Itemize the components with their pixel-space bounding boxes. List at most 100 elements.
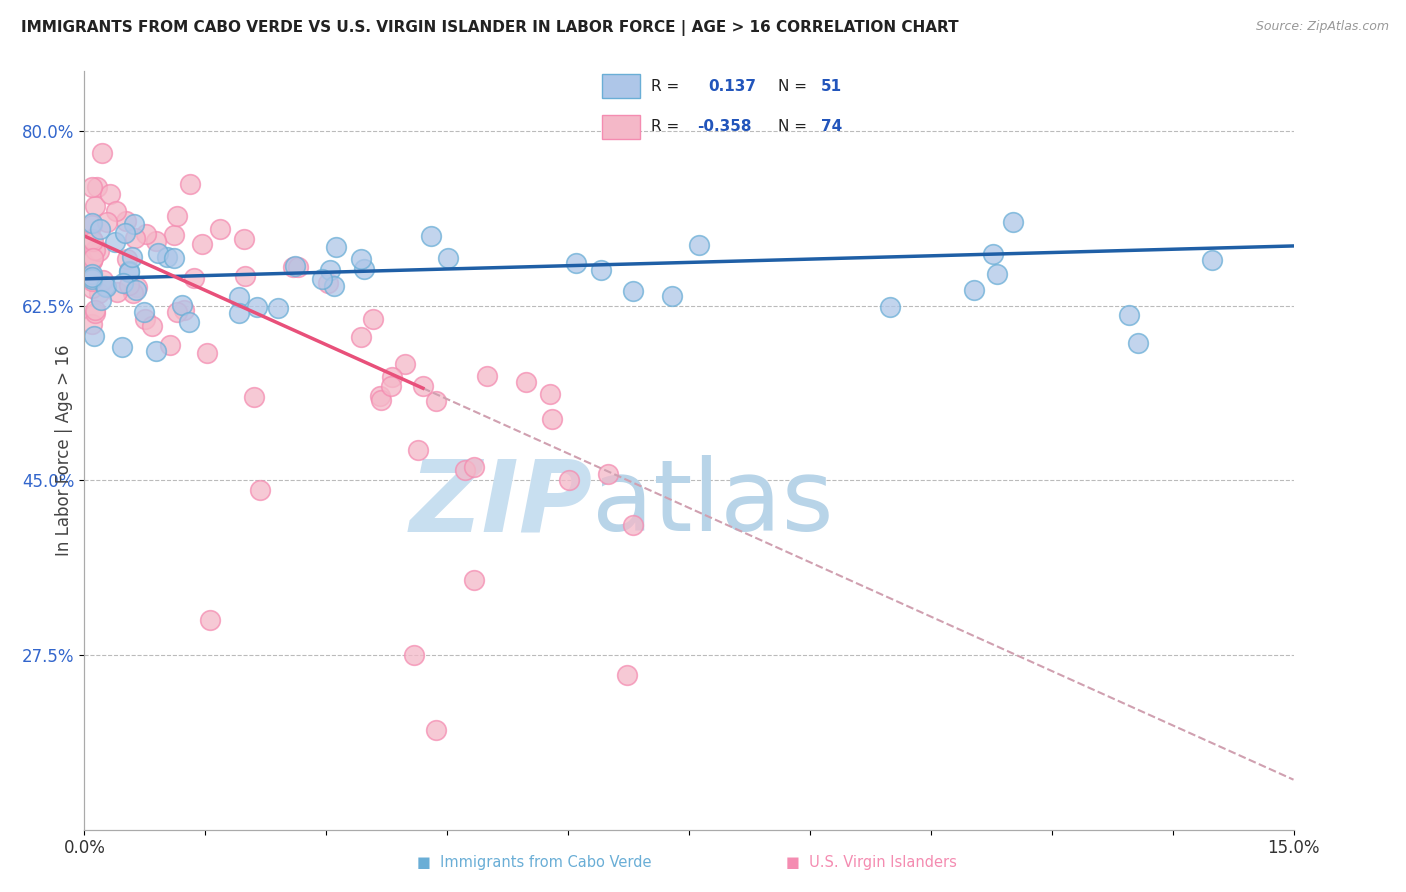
Point — [591, 263, 613, 277]
Point — [228, 306, 250, 320]
Point — [621, 518, 644, 533]
Point — [118, 264, 141, 278]
Point — [82, 252, 104, 266]
Point — [98, 187, 121, 202]
Point — [82, 281, 104, 295]
Point — [115, 214, 138, 228]
Point — [110, 340, 132, 354]
Point — [538, 386, 561, 401]
Point — [118, 278, 141, 293]
Point — [437, 252, 460, 266]
Point — [454, 463, 477, 477]
Point — [319, 263, 342, 277]
Point — [316, 276, 339, 290]
Point — [89, 222, 111, 236]
Point — [82, 218, 104, 232]
Point — [96, 214, 118, 228]
Point — [323, 279, 346, 293]
Point — [370, 392, 392, 407]
Point — [83, 243, 105, 257]
Point — [243, 390, 266, 404]
Point — [90, 293, 112, 307]
Point — [166, 305, 188, 319]
Point — [246, 301, 269, 315]
Point — [515, 375, 537, 389]
Point — [104, 204, 127, 219]
Point — [83, 306, 105, 320]
Point — [83, 303, 105, 318]
Text: 51: 51 — [821, 78, 842, 94]
Point — [879, 300, 901, 314]
Point — [82, 179, 104, 194]
Point — [96, 280, 118, 294]
Point — [404, 648, 426, 662]
Text: ■  Immigrants from Cabo Verde: ■ Immigrants from Cabo Verde — [418, 855, 651, 870]
Point — [191, 237, 214, 252]
Point — [623, 284, 645, 298]
Point — [118, 265, 141, 279]
Point — [163, 252, 186, 266]
Point — [1201, 253, 1223, 268]
Point — [311, 272, 333, 286]
Point — [91, 146, 114, 161]
Point — [249, 483, 271, 498]
Point — [91, 272, 114, 286]
Point — [105, 285, 128, 299]
Point — [1002, 215, 1025, 229]
Point — [197, 345, 219, 359]
Text: ■  U.S. Virgin Islanders: ■ U.S. Virgin Islanders — [786, 855, 957, 870]
Point — [661, 289, 683, 303]
Point — [114, 226, 136, 240]
Point — [82, 232, 104, 246]
Point — [173, 302, 195, 317]
Point — [145, 235, 167, 249]
Point — [688, 237, 710, 252]
Point — [93, 278, 115, 293]
Point — [82, 254, 104, 268]
Text: -0.358: -0.358 — [697, 120, 752, 135]
Point — [132, 305, 155, 319]
Point — [1128, 335, 1150, 350]
Point — [616, 668, 638, 682]
Point — [1118, 308, 1140, 322]
Text: R =: R = — [651, 78, 685, 94]
Bar — [602, 74, 640, 98]
Point — [82, 216, 104, 230]
Point — [198, 613, 221, 627]
Point — [135, 227, 157, 241]
Point — [233, 268, 256, 283]
Point — [82, 253, 104, 268]
Point — [412, 379, 434, 393]
Point — [477, 369, 499, 384]
Point — [179, 315, 201, 329]
Point — [350, 330, 373, 344]
Point — [287, 260, 309, 274]
Point — [124, 283, 146, 297]
Point — [381, 370, 404, 384]
Point — [179, 177, 201, 191]
Point — [127, 280, 149, 294]
Point — [986, 267, 1008, 281]
Point — [183, 270, 205, 285]
Text: atlas: atlas — [592, 455, 834, 552]
Point — [141, 319, 163, 334]
Text: 0.137: 0.137 — [709, 78, 756, 94]
Point — [146, 246, 169, 260]
Text: 74: 74 — [821, 120, 842, 135]
Point — [565, 256, 588, 270]
Point — [112, 276, 135, 290]
Point — [166, 209, 188, 223]
Point — [124, 231, 146, 245]
Point — [145, 344, 167, 359]
Point — [89, 286, 111, 301]
Point — [284, 259, 307, 273]
Text: ZIP: ZIP — [409, 455, 592, 552]
Point — [541, 411, 564, 425]
Point — [86, 180, 108, 194]
Point — [420, 228, 443, 243]
Point — [170, 298, 193, 312]
Point — [361, 312, 384, 326]
Point — [228, 290, 250, 304]
Point — [963, 283, 986, 297]
Point — [598, 467, 620, 481]
